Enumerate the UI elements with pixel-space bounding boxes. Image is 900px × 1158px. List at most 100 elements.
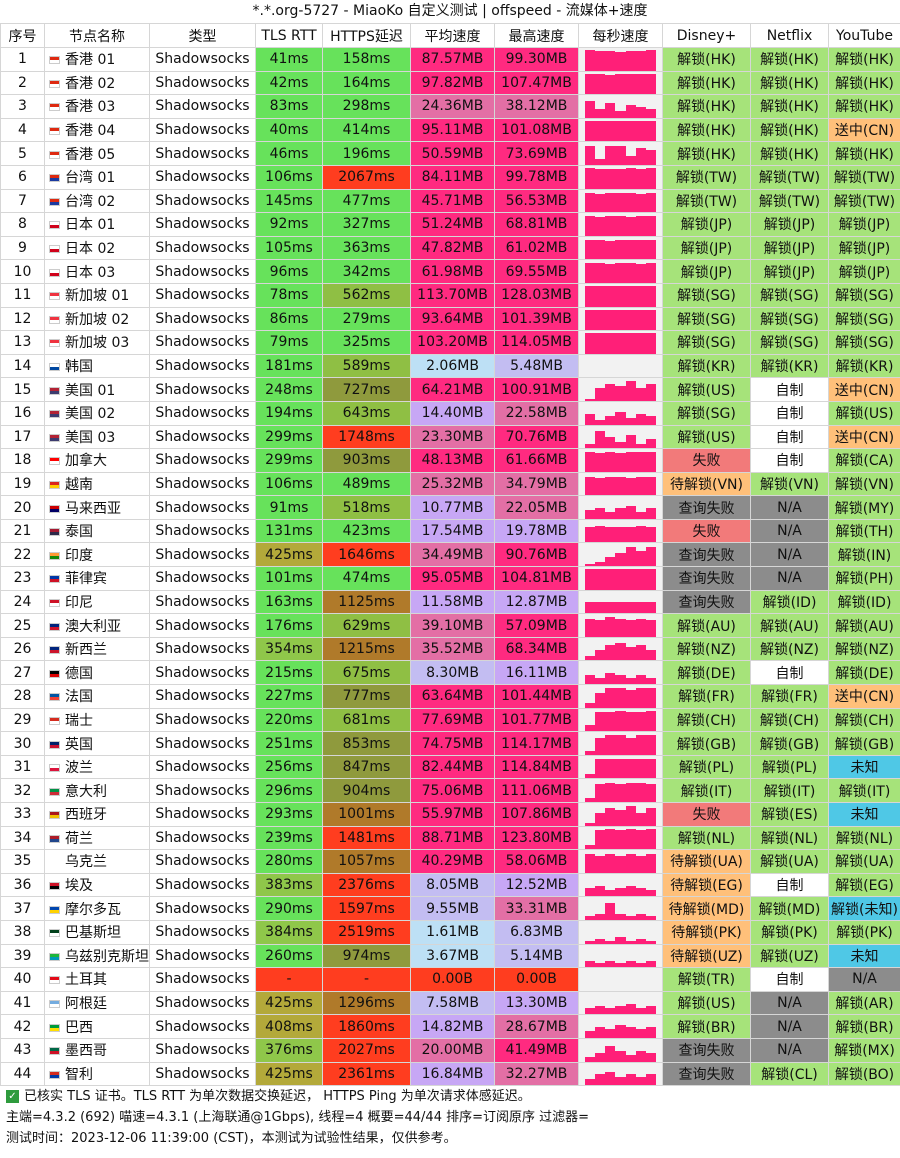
table-row[interactable]: 8 日本 01 Shadowsocks 92ms 327ms 51.24MB 68.81MB… [0,212,900,237]
speed-bar [595,602,606,613]
speed-bar [625,452,636,472]
table-row[interactable]: 15 美国 01 Shadowsocks 248ms 727ms 64.21MB 100.9… [0,377,900,402]
col-header-index[interactable]: 序号 [0,23,45,48]
speed-bar [625,333,636,354]
table-row[interactable]: 32 意大利 Shadowsocks 296ms 904ms 75.06MB 111.06M… [0,778,900,803]
table-row[interactable]: 38 巴基斯坦 Shadowsocks 384ms 2519ms 1.61MB 6.83MB… [0,919,900,945]
table-row[interactable]: 2 香港 02 Shadowsocks 42ms 164ms 97.82MB 107.47M… [0,70,900,96]
table-row[interactable]: 1 香港 01 Shadowsocks 41ms 158ms 87.57MB 99.30MB… [0,47,900,72]
col-header-disney[interactable]: Disney+ [662,23,751,48]
table-row[interactable]: 43 墨西哥 Shadowsocks 376ms 2027ms 20.00MB 41.49M… [0,1037,900,1063]
speed-bar [605,241,616,259]
speed-bar [635,675,646,684]
jp-flag-icon [49,245,60,254]
netflix-status: 解锁(TW) [750,188,829,214]
disney-status: 待解锁(VN) [662,471,751,497]
table-row[interactable]: 27 德国 Shadowsocks 215ms 675ms 8.30MB 16.11MB 解锁… [0,660,900,686]
per-second-speed-chart [578,1037,663,1063]
table-row[interactable]: 37 摩尔多瓦 Shadowsocks 290ms 1597ms 9.55MB 33.31M… [0,896,900,921]
table-row[interactable]: 7 台湾 02 Shadowsocks 145ms 477ms 45.71MB 56.53M… [0,188,900,214]
table-row[interactable]: 35 乌克兰 Shadowsocks 280ms 1057ms 40.29MB 58.06M… [0,849,900,874]
speed-bar [605,673,616,684]
table-row[interactable]: 44 智利 Shadowsocks 425ms 2361ms 16.84MB 32.27MB… [0,1061,900,1087]
table-row[interactable]: 26 新西兰 Shadowsocks 354ms 1215ms 35.52MB 68.34M… [0,636,900,662]
table-row[interactable]: 9 日本 02 Shadowsocks 105ms 363ms 47.82MB 61.02M… [0,235,900,261]
table-row[interactable]: 13 新加坡 03 Shadowsocks 79ms 325ms 103.20MB 114.… [0,330,900,355]
table-row[interactable]: 21 泰国 Shadowsocks 131ms 423ms 17.54MB 19.78MB 失… [0,518,900,544]
youtube-status: 解锁(PH) [828,566,900,591]
avg-speed: 24.36MB [410,94,495,119]
node-name: 香港 04 [44,117,150,143]
table-row[interactable]: 33 西班牙 Shadowsocks 293ms 1001ms 55.97MB 107.86… [0,802,900,827]
table-row[interactable]: 19 越南 Shadowsocks 106ms 489ms 25.32MB 34.79MB 待… [0,471,900,497]
table-row[interactable]: 41 阿根廷 Shadowsocks 425ms 1296ms 7.58MB 13.30MB… [0,990,900,1016]
max-speed: 5.14MB [494,943,579,969]
table-row[interactable]: 34 荷兰 Shadowsocks 239ms 1481ms 88.71MB 123.80M… [0,825,900,851]
table-row[interactable]: 16 美国 02 Shadowsocks 194ms 643ms 14.40MB 22.58… [0,400,900,426]
table-row[interactable]: 20 马来西亚 Shadowsocks 91ms 518ms 10.77MB 22.05MB… [0,495,900,520]
avg-speed: 93.64MB [410,306,495,332]
table-row[interactable]: 5 香港 05 Shadowsocks 46ms 196ms 50.59MB 73.69MB… [0,141,900,166]
col-header-tls-rtt[interactable]: TLS RTT [255,23,323,48]
table-row[interactable]: 28 法国 Shadowsocks 227ms 777ms 63.64MB 101.44MB… [0,684,900,709]
table-row[interactable]: 11 新加坡 01 Shadowsocks 78ms 562ms 113.70MB 128.… [0,282,900,308]
speed-bar [605,452,616,472]
table-row[interactable]: 6 台湾 01 Shadowsocks 106ms 2067ms 84.11MB 99.78… [0,164,900,190]
table-row[interactable]: 18 加拿大 Shadowsocks 299ms 903ms 48.13MB 61.66MB… [0,448,900,473]
speed-bar [585,563,596,566]
col-header-per-second-speed[interactable]: 每秒速度 [578,23,663,48]
table-row[interactable]: 24 印尼 Shadowsocks 163ms 1125ms 11.58MB 12.87MB… [0,589,900,615]
speed-sparkline [585,521,656,542]
avg-speed: 25.32MB [410,471,495,497]
netflix-status: 自制 [750,872,829,898]
table-row[interactable]: 10 日本 03 Shadowsocks 96ms 342ms 61.98MB 69.55M… [0,259,900,284]
col-header-netflix[interactable]: Netflix [750,23,829,48]
col-header-avg-speed[interactable]: 平均速度 [410,23,495,48]
table-row[interactable]: 4 香港 04 Shadowsocks 40ms 414ms 95.11MB 101.08M… [0,117,900,143]
table-row[interactable]: 23 菲律宾 Shadowsocks 101ms 474ms 95.05MB 104.81M… [0,566,900,591]
table-row[interactable]: 25 澳大利亚 Shadowsocks 176ms 629ms 39.10MB 57.09M… [0,613,900,638]
table-row[interactable]: 14 韩国 Shadowsocks 181ms 589ms 2.06MB 5.48MB 解锁(… [0,353,900,379]
col-header-https-latency[interactable]: HTTPS延迟 [322,23,411,48]
node-name: 香港 02 [44,70,150,96]
table-row[interactable]: 39 乌兹别克斯坦 Shadowsocks 260ms 974ms 3.67MB 5.14M… [0,943,900,969]
row-index: 31 [0,754,45,780]
table-row[interactable]: 17 美国 03 Shadowsocks 299ms 1748ms 23.30MB 70.7… [0,424,900,450]
row-index: 16 [0,400,45,426]
speed-bar [625,737,636,755]
br-flag-icon [49,1023,60,1032]
speed-bar [625,418,636,425]
nz-flag-icon [49,646,60,655]
speed-bar [585,797,596,802]
table-row[interactable]: 29 瑞士 Shadowsocks 220ms 681ms 77.69MB 101.77MB… [0,707,900,733]
speed-bar [635,1050,646,1062]
col-header-node-name[interactable]: 节点名称 [44,23,150,48]
per-second-speed-chart [578,94,663,119]
disney-status: 解锁(DE) [662,660,751,686]
col-header-youtube[interactable]: YouTube [828,23,900,48]
node-type: Shadowsocks [149,754,256,780]
tls-rtt: 92ms [255,212,323,237]
table-row[interactable]: 40 土耳其 Shadowsocks - -0.00B 0.00B 解锁(TR) 自制 N/A [0,967,900,992]
col-header-type[interactable]: 类型 [149,23,256,48]
table-row[interactable]: 36 埃及 Shadowsocks 383ms 2376ms 8.05MB 12.52MB 待… [0,872,900,898]
col-header-max-speed[interactable]: 最高速度 [494,23,579,48]
tls-rtt: 384ms [255,919,323,945]
speed-sparkline [585,592,656,613]
table-row[interactable]: 31 波兰 Shadowsocks 256ms 847ms 82.44MB 114.84MB… [0,754,900,780]
table-row[interactable]: 30 英国 Shadowsocks 251ms 853ms 74.75MB 114.17MB… [0,731,900,756]
table-row[interactable]: 3 香港 03 Shadowsocks 83ms 298ms 24.36MB 38.12MB… [0,94,900,119]
max-speed: 16.11MB [494,660,579,686]
node-type: Shadowsocks [149,377,256,402]
youtube-status: 送中(CN) [828,117,900,143]
avg-speed: 77.69MB [410,707,495,733]
table-row[interactable]: 42 巴西 Shadowsocks 408ms 1860ms 14.82MB 28.67MB… [0,1014,900,1039]
speed-sparkline [585,615,656,637]
avg-speed: 20.00MB [410,1037,495,1063]
table-row[interactable]: 22 印度 Shadowsocks 425ms 1646ms 34.49MB 90.76MB… [0,542,900,568]
table-row[interactable]: 12 新加坡 02 Shadowsocks 86ms 279ms 93.64MB 101.3… [0,306,900,332]
speed-bar [635,526,646,542]
speed-bar [625,677,636,684]
disney-status: 查询失败 [662,589,751,615]
speed-bar [625,1074,636,1085]
